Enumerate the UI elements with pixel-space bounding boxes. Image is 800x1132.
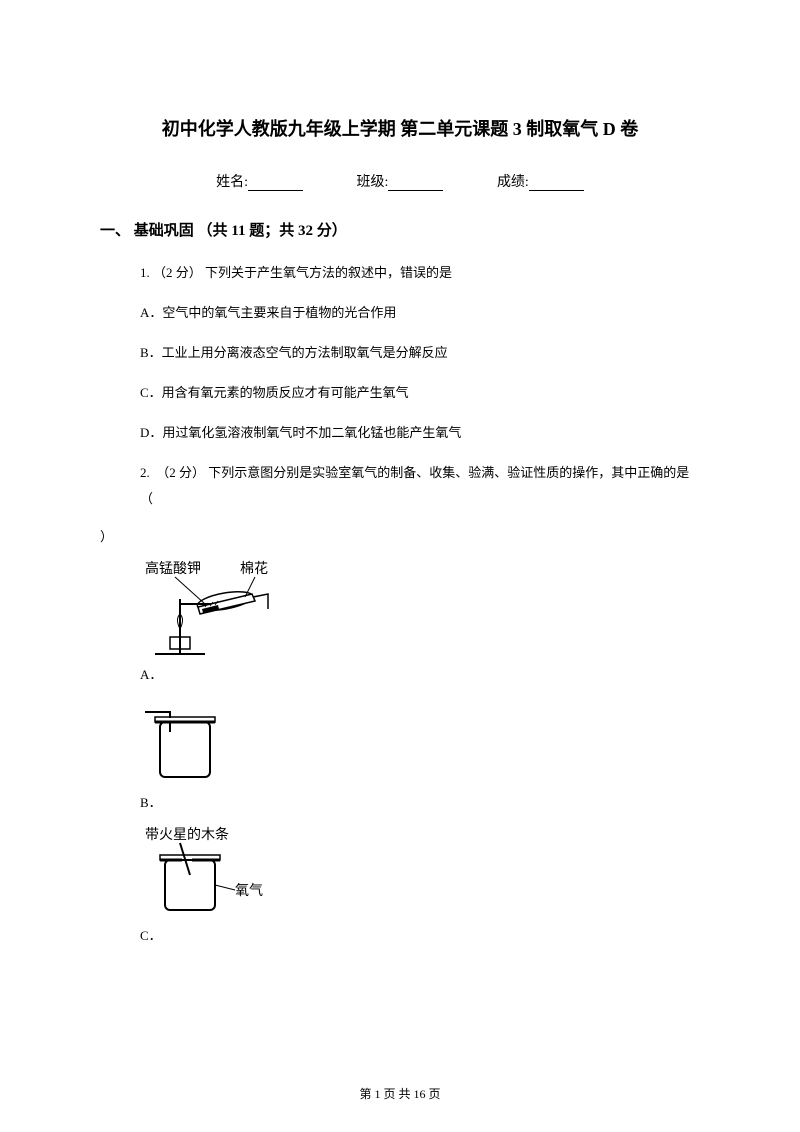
q2-option-a: A． — [100, 664, 700, 683]
class-blank — [388, 177, 443, 191]
page-footer: 第 1 页 共 16 页 — [0, 1085, 800, 1102]
name-label: 姓名: — [216, 175, 248, 190]
label-oxygen: 氧气 — [235, 883, 263, 899]
apparatus-a-svg: 高锰酸钾 棉花 — [140, 559, 300, 659]
q1-option-b: B．工业上用分离液态空气的方法制取氧气是分解反应 — [100, 340, 700, 366]
section-number: 一、 — [100, 223, 130, 239]
q1-option-d: D．用过氧化氢溶液制氧气时不加二氧化锰也能产生氧气 — [100, 420, 700, 446]
page-content: 初中化学人教版九年级上学期 第二单元课题 3 制取氧气 D 卷 姓名: 班级: … — [0, 0, 800, 998]
score-label: 成绩: — [497, 175, 529, 190]
section-meta: （共 11 题；共 32 分） — [198, 223, 347, 239]
label-cotton: 棉花 — [240, 560, 268, 577]
section-header: 一、 基础巩固 （共 11 题；共 32 分） — [100, 219, 700, 240]
class-field: 班级: — [357, 175, 447, 190]
q1-option-a: A．空气中的氧气主要来自于植物的光合作用 — [100, 300, 700, 326]
q1-number: 1. — [140, 265, 150, 280]
label-splint: 带火星的木条 — [145, 826, 229, 843]
diagram-a: 高锰酸钾 棉花 — [140, 559, 700, 659]
q2-points: （2 分） — [156, 465, 205, 480]
apparatus-c-svg: 带火星的木条 氧气 — [140, 825, 300, 920]
page-title: 初中化学人教版九年级上学期 第二单元课题 3 制取氧气 D 卷 — [100, 115, 700, 141]
question-2: 2. （2 分） 下列示意图分别是实验室氧气的制备、收集、验满、验证性质的操作，… — [100, 460, 700, 512]
q2-text: 下列示意图分别是实验室氧气的制备、收集、验满、验证性质的操作，其中正确的是（ — [140, 465, 689, 506]
q2-close-paren: ） — [100, 526, 700, 545]
label-kmno4: 高锰酸钾 — [145, 560, 201, 577]
score-blank — [529, 177, 584, 191]
apparatus-b-svg — [140, 697, 240, 787]
q2-number: 2. — [140, 465, 150, 480]
q2-option-b: B． — [100, 792, 700, 811]
q1-option-c: C．用含有氧元素的物质反应才有可能产生氧气 — [100, 380, 700, 406]
q2-option-c: C． — [100, 925, 700, 944]
class-label: 班级: — [357, 175, 389, 190]
question-1: 1. （2 分） 下列关于产生氧气方法的叙述中，错误的是 — [100, 260, 700, 286]
section-title: 基础巩固 — [134, 223, 194, 239]
diagram-b — [140, 697, 700, 787]
score-field: 成绩: — [497, 175, 584, 190]
diagram-c: 带火星的木条 氧气 — [140, 825, 700, 920]
student-info-row: 姓名: 班级: 成绩: — [100, 171, 700, 191]
q1-text: 下列关于产生氧气方法的叙述中，错误的是 — [205, 265, 452, 280]
q1-points: （2 分） — [153, 265, 202, 280]
name-blank — [248, 177, 303, 191]
name-field: 姓名: — [216, 175, 306, 190]
